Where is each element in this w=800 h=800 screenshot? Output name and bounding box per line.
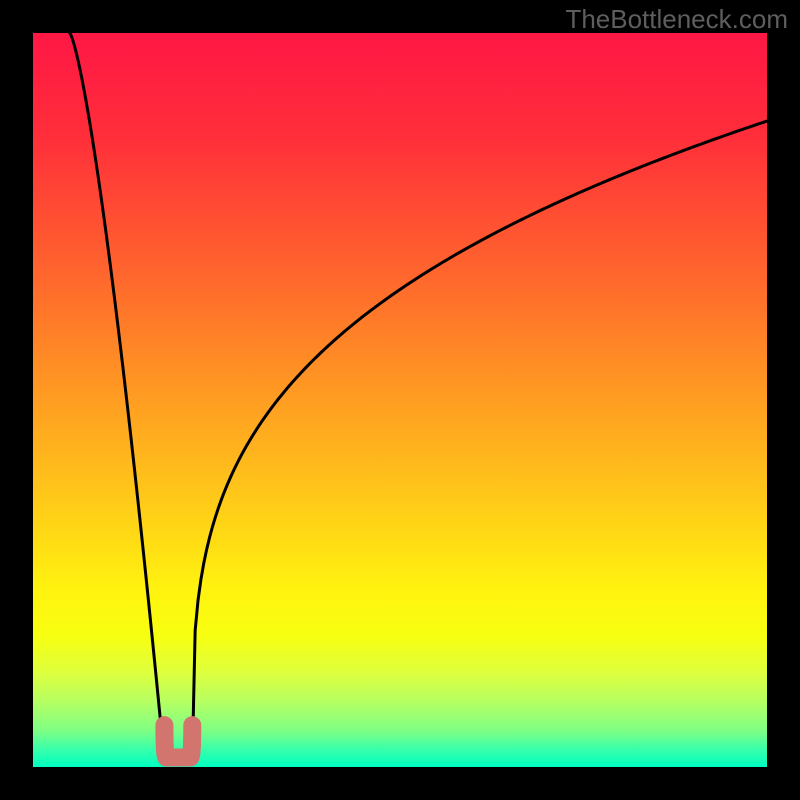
chart-root: TheBottleneck.com [0, 0, 800, 800]
watermark-text: TheBottleneck.com [565, 4, 788, 35]
chart-svg [0, 0, 800, 800]
gradient-background [33, 33, 767, 767]
